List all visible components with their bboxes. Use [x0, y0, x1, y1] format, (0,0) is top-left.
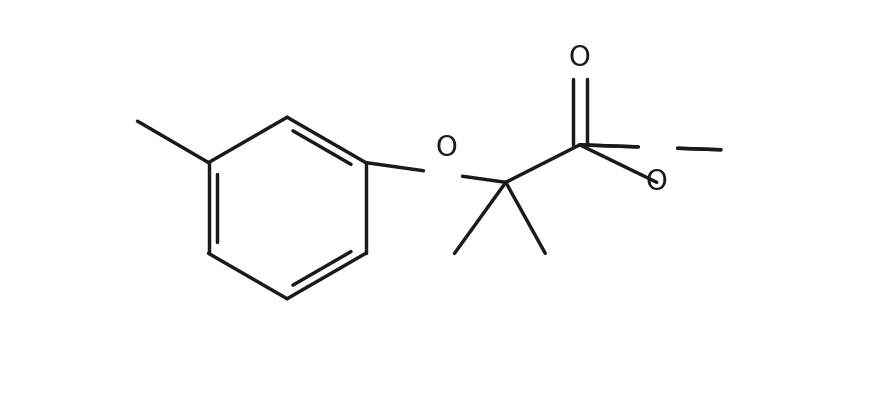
Text: O: O	[646, 169, 667, 196]
Text: O: O	[436, 134, 458, 162]
Text: O: O	[569, 44, 591, 72]
